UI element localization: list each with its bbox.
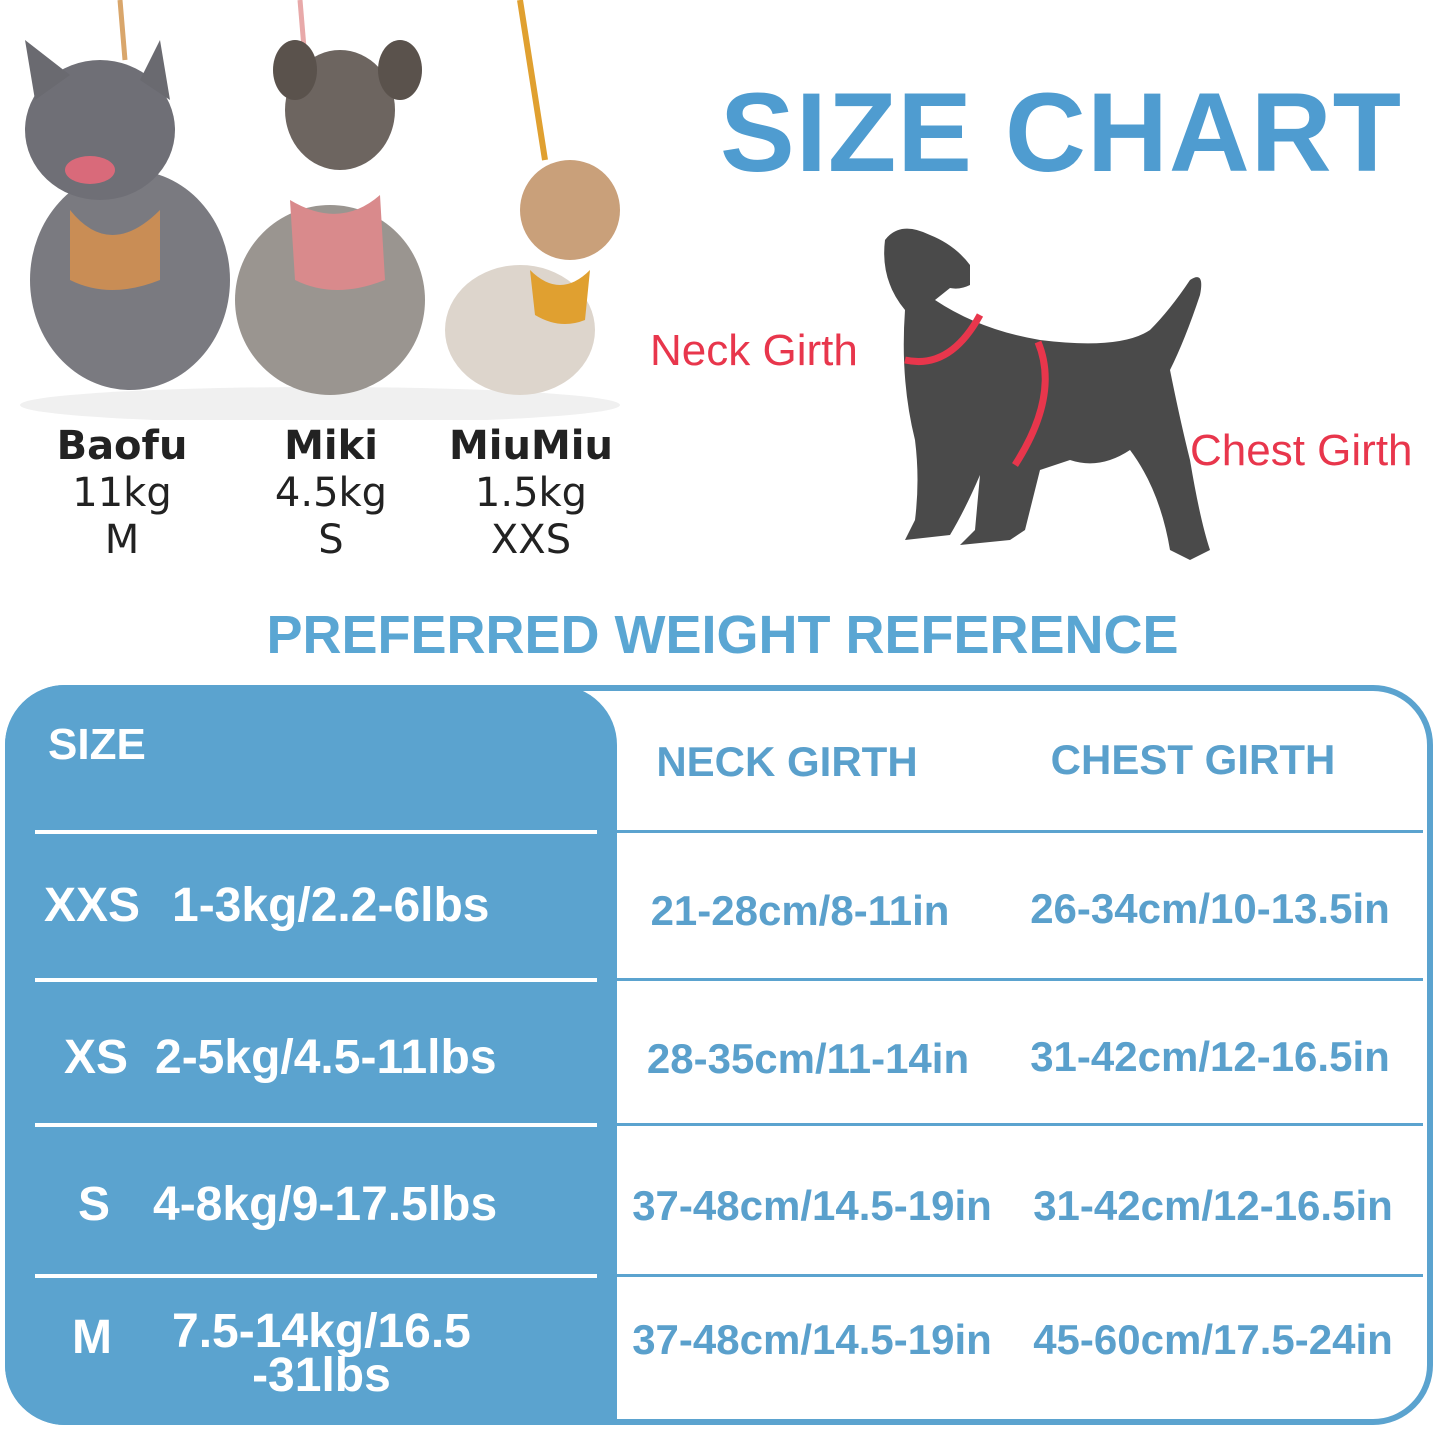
row-divider [35, 1274, 597, 1278]
row-size: XXS [44, 879, 141, 932]
row-neck: 21-28cm/8-11in [650, 887, 950, 934]
row-weight: 4-8kg/9-17.5lbs [153, 1178, 498, 1231]
row-divider [617, 830, 1423, 833]
dog-weight: 1.5kg [474, 470, 588, 516]
row-divider [617, 1123, 1423, 1126]
dog-caption-baofu: Baofu 11kg M [12, 423, 232, 564]
dog-weight: 11kg [72, 470, 172, 516]
row-chest: 31-42cm/12-16.5in [1033, 1182, 1393, 1229]
section-subtitle: PREFERRED WEIGHT REFERENCE [266, 605, 1179, 665]
row-weight: 7.5-14kg/16.5 -31lbs [172, 1305, 471, 1402]
row-divider [35, 1123, 597, 1127]
row-divider [617, 978, 1423, 981]
row-neck: 37-48cm/14.5-19in [632, 1316, 992, 1363]
row-size: M [72, 1311, 112, 1364]
dog-size: M [104, 517, 140, 563]
row-size: S [78, 1178, 111, 1231]
size-column [5, 685, 617, 1425]
row-divider [35, 978, 597, 982]
dog-caption-miumiu: MiuMiu 1.5kg XXS [421, 423, 641, 564]
page-title: SIZE CHART [720, 70, 1402, 195]
row-size: XS [64, 1031, 129, 1084]
dogs-photo [20, 0, 620, 420]
row-chest: 45-60cm/17.5-24in [1033, 1316, 1393, 1363]
neck-girth-label: Neck Girth [650, 326, 858, 375]
dog-size: XXS [490, 517, 572, 563]
row-divider [35, 830, 597, 834]
row-chest: 26-34cm/10-13.5in [1030, 885, 1390, 932]
dog-name: MiuMiu [449, 423, 613, 469]
dog-miumiu-image [445, 160, 620, 395]
dog-name: Miki [284, 423, 378, 469]
row-neck: 28-35cm/11-14in [646, 1035, 970, 1082]
row-neck: 37-48cm/14.5-19in [632, 1182, 992, 1229]
row-chest: 31-42cm/12-16.5in [1030, 1033, 1390, 1080]
dog-name: Baofu [56, 423, 188, 469]
chest-girth-label: Chest Girth [1190, 426, 1413, 475]
dog-weight: 4.5kg [274, 470, 388, 516]
dog-baofu-image [25, 40, 230, 390]
dog-measurement-diagram [884, 228, 1210, 561]
dog-miki-image [235, 40, 425, 395]
row-weight: 1-3kg/2.2-6lbs [172, 879, 490, 932]
row-weight: 2-5kg/4.5-11lbs [155, 1031, 497, 1084]
dog-size: S [318, 517, 344, 563]
dog-caption-miki: Miki 4.5kg S [221, 423, 441, 564]
header-neck-girth: NECK GIRTH [656, 738, 918, 785]
header-chest-girth: CHEST GIRTH [1050, 736, 1336, 783]
header-size: SIZE [48, 720, 146, 769]
row-divider [617, 1274, 1423, 1277]
